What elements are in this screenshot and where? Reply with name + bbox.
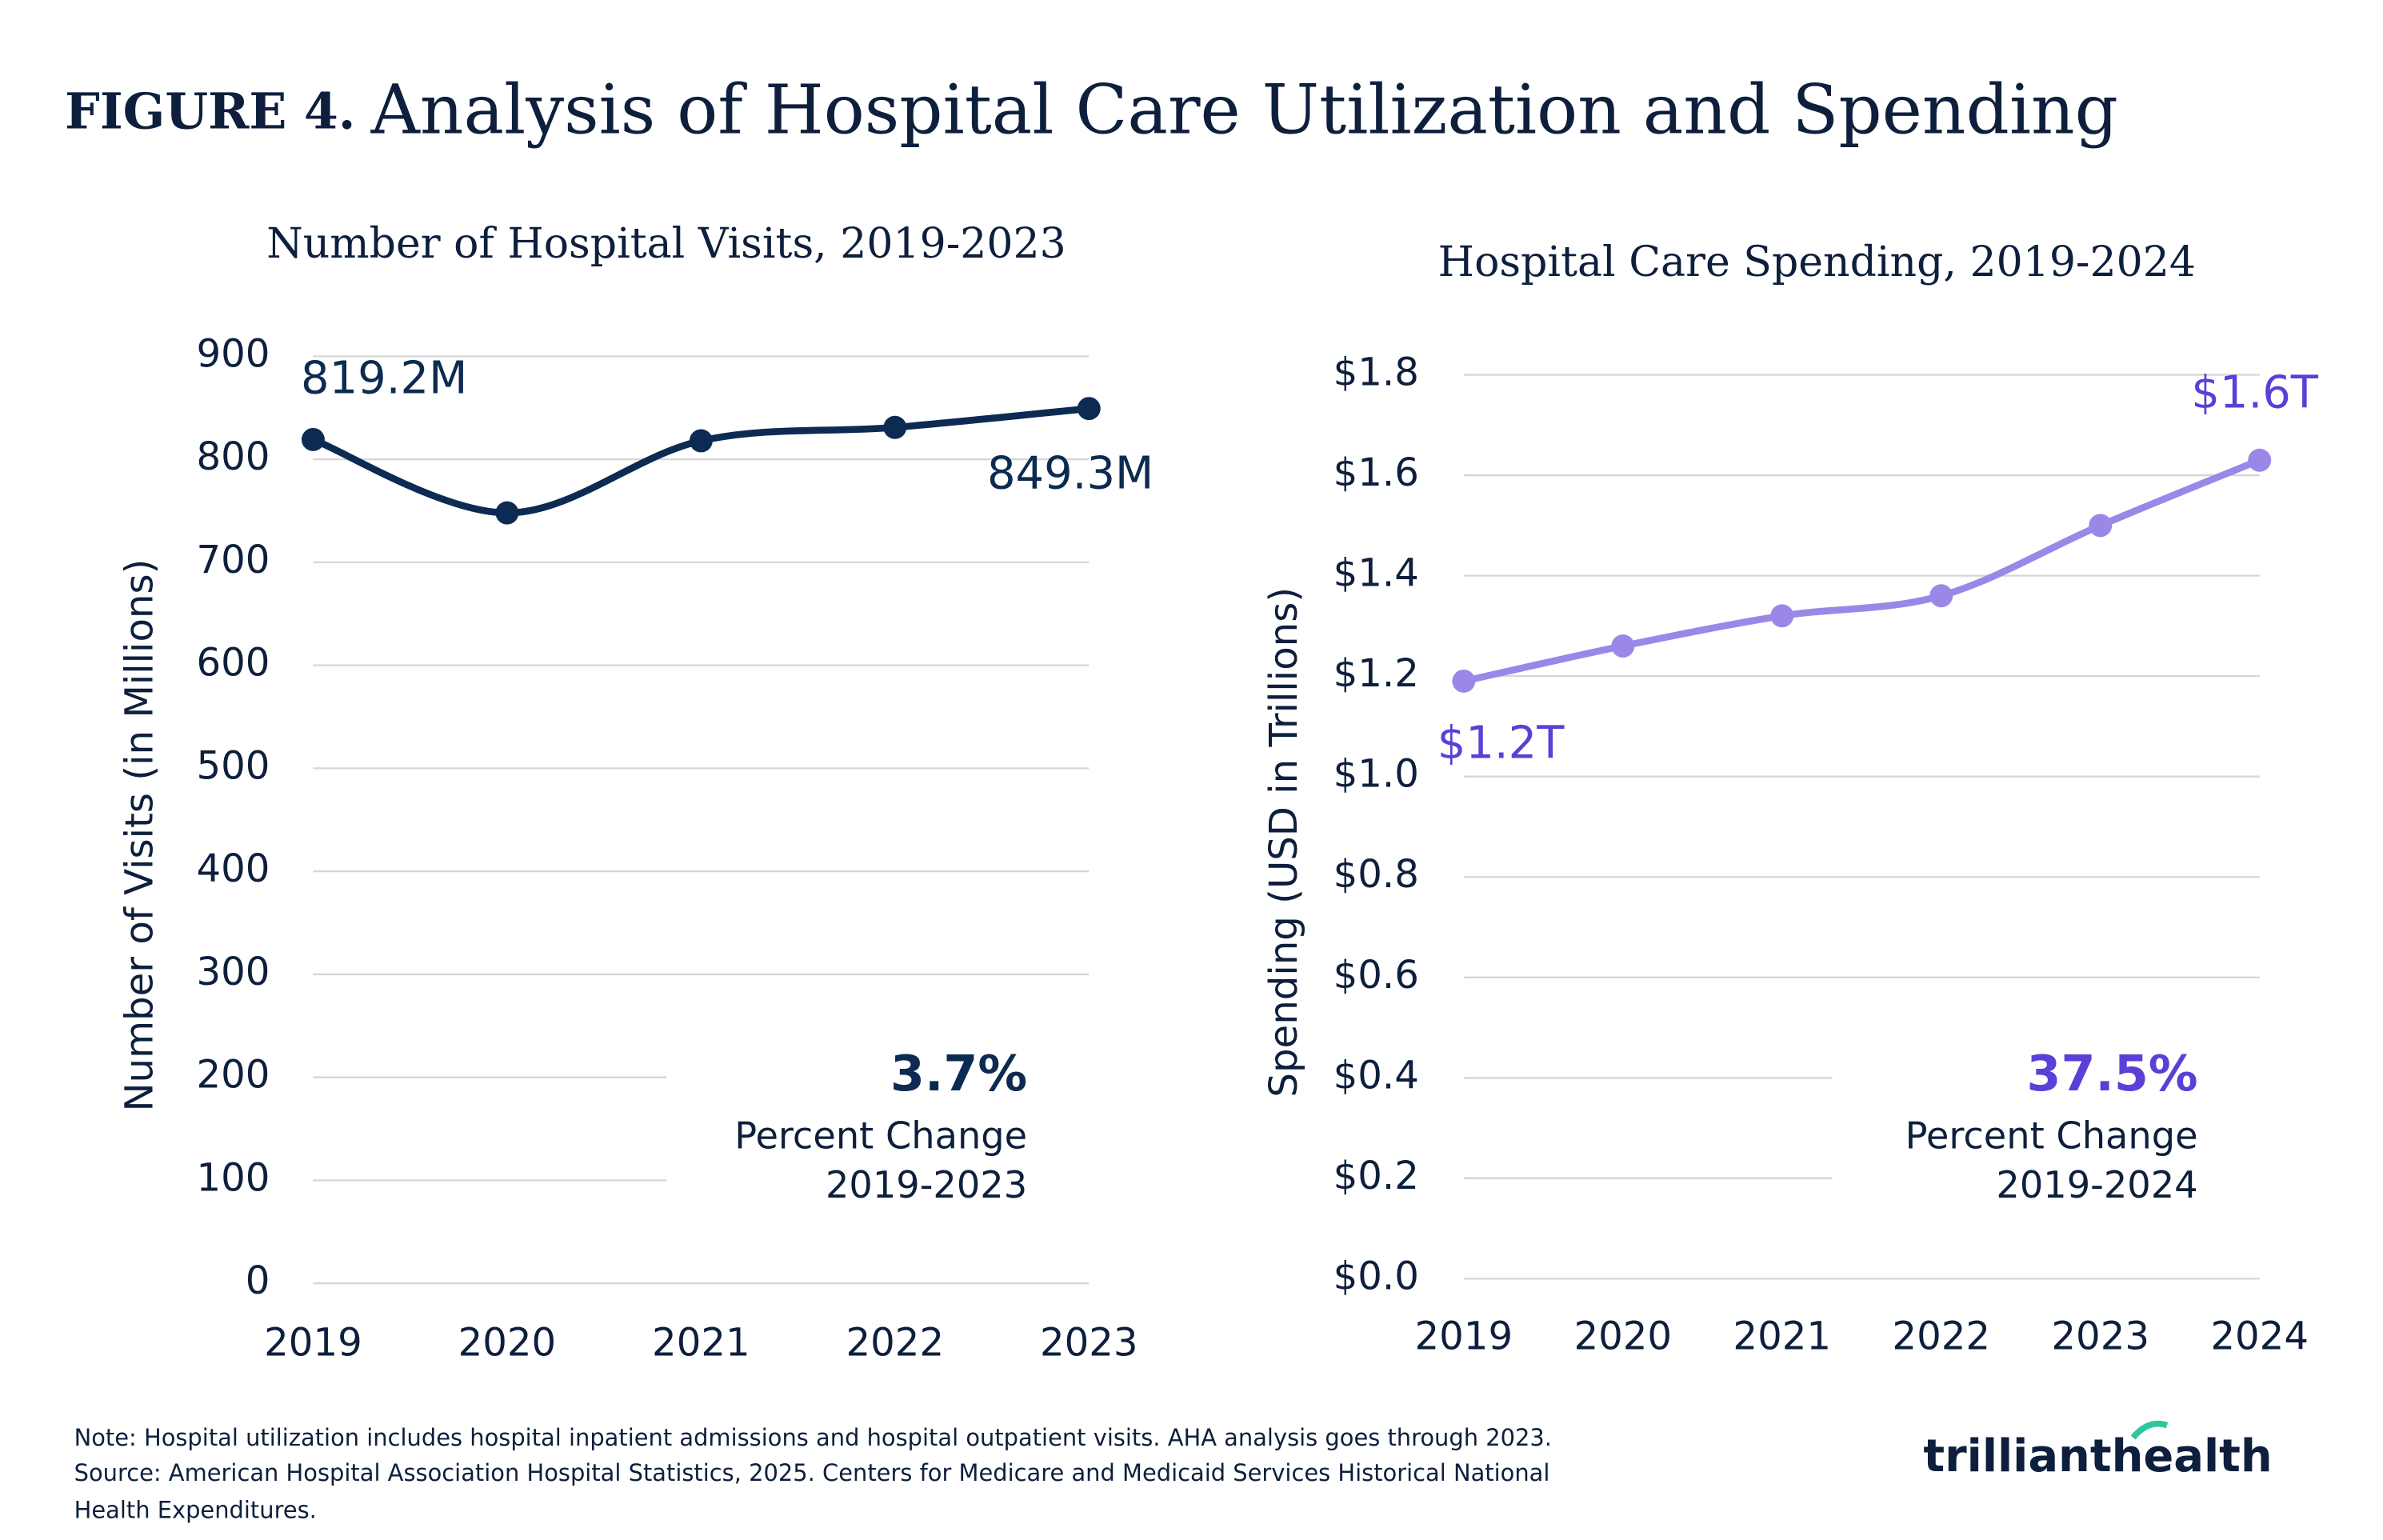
brand-logo: trillianthealth [1923, 1430, 2272, 1482]
data-point [689, 429, 713, 453]
chart-title: Hospital Care Spending, 2019-2024 [1438, 238, 2196, 286]
y-tick-label: $1.2 [1333, 651, 1419, 696]
y-tick-label: 0 [246, 1258, 270, 1303]
y-tick-label: $0.6 [1333, 953, 1419, 998]
note: Source: American Hospital Association Ho… [74, 1459, 1550, 1486]
x-tick-label: 2019 [1414, 1314, 1513, 1359]
x-tick-label: 2022 [846, 1320, 945, 1365]
data-label: 819.2M [301, 352, 467, 404]
series-line [1462, 457, 2261, 685]
note: Health Expenditures. [74, 1497, 317, 1524]
x-tick-label: 2020 [1573, 1314, 1672, 1359]
x-tick-label: 2024 [2210, 1314, 2309, 1359]
data-label: $1.6T [2191, 366, 2318, 418]
y-tick-label: 300 [196, 950, 270, 994]
data-point [2248, 448, 2272, 472]
series-line [311, 405, 1090, 517]
brand-swoosh [2130, 1420, 2169, 1440]
y-tick-label: 100 [196, 1155, 270, 1200]
annotation-value: 3.7% [890, 1045, 1027, 1102]
data-point [1077, 397, 1101, 421]
annotation-text: Percent Change [734, 1114, 1027, 1157]
x-tick-label: 2021 [652, 1320, 750, 1365]
annotation-text: 2019-2024 [1996, 1163, 2197, 1206]
figure-title: FIGURE 4. Analysis of Hospital Care Utili… [65, 71, 2118, 150]
y-tick-label: $1.6 [1333, 450, 1419, 495]
brand-word: health [2112, 1430, 2273, 1482]
y-tick-label: 800 [196, 434, 270, 479]
data-point [301, 427, 325, 451]
figure-label: FIGURE 4. [65, 82, 355, 141]
y-tick-label: 700 [196, 538, 270, 582]
x-tick-label: 2023 [1040, 1320, 1138, 1365]
y-tick-label: $0.8 [1333, 852, 1419, 897]
annotation-background [666, 1030, 1095, 1213]
data-point [1452, 669, 1476, 693]
y-tick-label: $1.8 [1333, 350, 1419, 395]
data-point [495, 501, 519, 525]
x-tick-label: 2022 [1892, 1314, 1990, 1359]
annotation-background [1832, 1030, 2265, 1213]
y-tick-label: 400 [196, 846, 270, 891]
annotation-value: 37.5% [2027, 1045, 2198, 1102]
y-axis-label: Spending (USD in Trillions) [1261, 587, 1306, 1098]
y-tick-label: $0.4 [1333, 1053, 1419, 1098]
x-tick-label: 2020 [458, 1320, 557, 1365]
data-point [1770, 604, 1794, 628]
x-tick-label: 2023 [2051, 1314, 2149, 1359]
brand-word: trilliant [1923, 1430, 2111, 1482]
y-tick-label: 600 [196, 641, 270, 686]
y-axis-label: Number of Visits (in Millions) [117, 559, 162, 1112]
data-point [1611, 634, 1635, 658]
chart-title: Number of Hospital Visits, 2019-2023 [266, 220, 1066, 268]
y-tick-label: $1.0 [1333, 752, 1419, 797]
x-tick-label: 2021 [1733, 1314, 1831, 1359]
y-tick-label: 500 [196, 743, 270, 788]
data-point [883, 415, 907, 439]
annotation-text: 2019-2023 [826, 1163, 1027, 1206]
annotation-text: Percent Change [1905, 1114, 2198, 1157]
y-tick-label: $0.0 [1333, 1254, 1419, 1298]
y-tick-label: $0.2 [1333, 1154, 1419, 1198]
y-tick-label: $1.4 [1333, 551, 1419, 596]
y-tick-label: 200 [196, 1053, 270, 1098]
data-point [2089, 514, 2113, 538]
note: Note: Hospital utilization includes hosp… [74, 1424, 1552, 1451]
title-text: Analysis of Hospital Care Utilization an… [370, 71, 2118, 150]
data-point [1929, 584, 1953, 608]
data-label: $1.2T [1437, 718, 1565, 770]
data-label: 849.3M [987, 448, 1154, 500]
y-tick-label: 900 [196, 331, 270, 376]
x-tick-label: 2019 [264, 1320, 362, 1365]
